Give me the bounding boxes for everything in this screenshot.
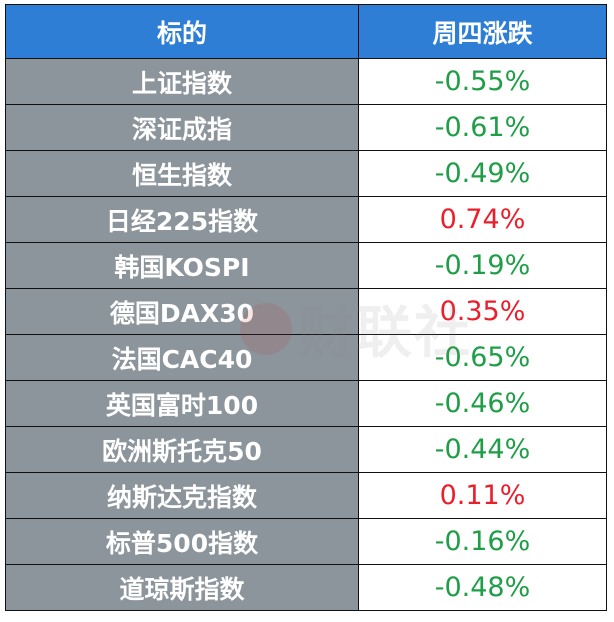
change-value: -0.44% [358, 426, 607, 473]
asset-name: 日经225指数 [5, 196, 359, 243]
table-row: 上证指数 -0.55% [5, 58, 607, 105]
asset-name: 德国DAX30 [5, 288, 359, 335]
header-row: 标的 周四涨跌 [5, 4, 607, 59]
change-value: 0.35% [358, 288, 607, 335]
change-value: 0.74% [358, 196, 607, 243]
asset-name: 深证成指 [5, 104, 359, 151]
table-row: 日经225指数 0.74% [5, 196, 607, 243]
asset-name: 欧洲斯托克50 [5, 426, 359, 473]
table-row: 英国富时100 -0.46% [5, 380, 607, 427]
table-row: 标普500指数 -0.16% [5, 518, 607, 565]
asset-name: 法国CAC40 [5, 334, 359, 381]
asset-name: 纳斯达克指数 [5, 472, 359, 519]
asset-name: 英国富时100 [5, 380, 359, 427]
change-value: -0.19% [358, 242, 607, 289]
table-row: 欧洲斯托克50 -0.44% [5, 426, 607, 473]
market-change-table: 标的 周四涨跌 上证指数 -0.55% 深证成指 -0.61% 恒生指数 -0.… [5, 4, 607, 611]
table-row: 韩国KOSPI -0.19% [5, 242, 607, 289]
table-row: 深证成指 -0.61% [5, 104, 607, 151]
change-value: -0.16% [358, 518, 607, 565]
table-row: 纳斯达克指数 0.11% [5, 472, 607, 519]
table-row: 道琼斯指数 -0.48% [5, 564, 607, 611]
change-value: 0.11% [358, 472, 607, 519]
change-value: -0.46% [358, 380, 607, 427]
change-value: -0.49% [358, 150, 607, 197]
asset-name: 韩国KOSPI [5, 242, 359, 289]
table-row: 法国CAC40 -0.65% [5, 334, 607, 381]
table-row: 德国DAX30 0.35% [5, 288, 607, 335]
header-asset: 标的 [5, 4, 359, 59]
change-value: -0.61% [358, 104, 607, 151]
asset-name: 上证指数 [5, 58, 359, 105]
change-value: -0.48% [358, 564, 607, 611]
header-thursday-change: 周四涨跌 [358, 4, 607, 59]
table-row: 恒生指数 -0.49% [5, 150, 607, 197]
asset-name: 标普500指数 [5, 518, 359, 565]
asset-name: 道琼斯指数 [5, 564, 359, 611]
asset-name: 恒生指数 [5, 150, 359, 197]
change-value: -0.55% [358, 58, 607, 105]
change-value: -0.65% [358, 334, 607, 381]
